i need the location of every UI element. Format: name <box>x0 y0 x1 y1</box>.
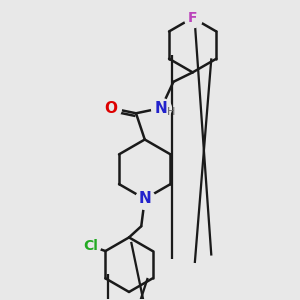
Text: N: N <box>155 100 168 116</box>
Text: N: N <box>138 191 151 206</box>
Text: O: O <box>104 100 117 116</box>
Text: H: H <box>167 107 175 117</box>
Text: F: F <box>188 11 197 25</box>
Text: Cl: Cl <box>83 239 98 253</box>
